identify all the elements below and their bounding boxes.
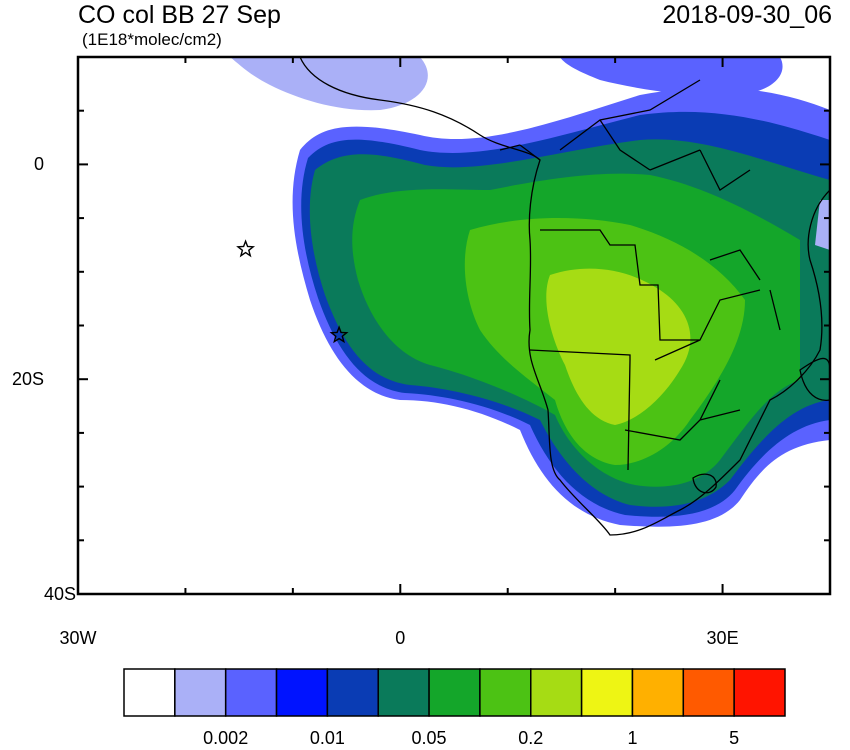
lesotho-outline — [692, 473, 717, 494]
colorbar-swatch — [275, 668, 329, 717]
plume-band-lightblue — [230, 57, 428, 111]
star-marker — [236, 239, 256, 258]
x-axis-label: 0 — [395, 628, 406, 648]
map-timestamp: 2018-09-30_06 — [662, 1, 832, 29]
coastlines — [299, 57, 830, 536]
colorbar-label: 5 — [729, 728, 740, 748]
x-axis-label: 30W — [59, 628, 97, 648]
colorbar-label: 0.2 — [518, 728, 544, 748]
colorbar — [123, 668, 786, 717]
map-title: CO col BB 27 Sep — [78, 1, 281, 29]
colorbar-swatch — [580, 668, 634, 717]
colorbar-swatch — [428, 668, 481, 717]
colorbar-swatch — [479, 668, 532, 717]
y-axis-label: 0 — [33, 154, 44, 175]
colorbar-swatch — [631, 668, 685, 717]
africa-west-coast — [299, 57, 830, 536]
country-borders — [499, 79, 781, 471]
colorbar-swatch — [377, 668, 430, 717]
colorbar-label: 0.05 — [411, 728, 447, 748]
colorbar-swatch — [733, 668, 786, 717]
map-units: (1E18*molec/cm2) — [82, 30, 222, 49]
y-axis-label: 20S — [11, 369, 44, 390]
colorbar-swatch — [326, 668, 379, 717]
colorbar-label: 0.002 — [203, 728, 249, 748]
madagascar-outline — [799, 357, 830, 401]
star-markers — [236, 239, 349, 344]
colorbar-swatch — [682, 668, 735, 717]
star-marker — [329, 325, 349, 344]
plume-band-yellowgreen — [546, 268, 691, 425]
colorbar-swatch — [123, 668, 176, 717]
x-axis-label: 30E — [706, 628, 739, 648]
colorbar-label: 0.01 — [309, 728, 345, 748]
axis-ticks — [77, 56, 831, 595]
colorbar-label: 1 — [627, 728, 638, 748]
colorbar-swatch — [174, 668, 227, 717]
colorbar-swatch — [224, 668, 278, 717]
colorbar-swatch — [530, 668, 583, 717]
y-axis-label: 40S — [43, 584, 76, 604]
co-concentration-field — [230, 57, 830, 527]
